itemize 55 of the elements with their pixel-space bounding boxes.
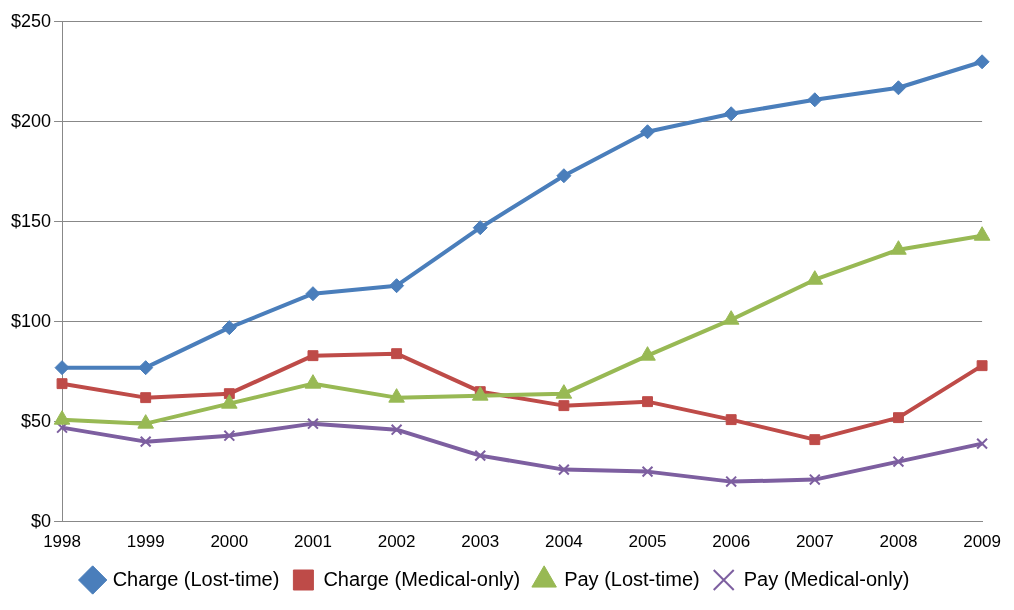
x-tick-label: 1999: [126, 532, 165, 552]
x-tick-label: 2001: [294, 532, 332, 552]
point: [221, 320, 237, 336]
x-tick-label: 2009: [963, 532, 1001, 552]
point: [640, 124, 656, 140]
y-tick-label: $250: [11, 10, 52, 31]
point: [725, 475, 738, 488]
point: [557, 463, 570, 476]
point: [893, 412, 904, 424]
legend-label: Charge (Medical-only): [323, 567, 521, 590]
point: [389, 278, 405, 294]
x-tick-label: 2003: [461, 532, 500, 552]
point: [974, 54, 990, 70]
point: [556, 168, 572, 184]
legend-label: Charge (Lost-time): [112, 567, 280, 590]
point: [890, 80, 906, 96]
x-tick-label: 1998: [43, 532, 81, 552]
x-tick-label: 2000: [210, 532, 249, 552]
point: [807, 92, 823, 108]
point: [809, 434, 821, 446]
legend-label: Pay (Lost-time): [564, 567, 700, 590]
point: [307, 417, 319, 430]
point: [223, 429, 236, 442]
point: [808, 473, 821, 486]
y-tick-label: $100: [11, 310, 52, 331]
y-tick-label: $0: [31, 510, 52, 531]
point: [976, 360, 988, 372]
point: [641, 465, 654, 478]
y-tick-label: $200: [11, 110, 52, 131]
point: [892, 455, 905, 468]
point: [725, 414, 737, 426]
x-tick-label: 2004: [544, 532, 583, 552]
point: [474, 449, 487, 462]
point: [56, 378, 68, 390]
point: [138, 360, 154, 376]
point: [54, 360, 70, 376]
x-tick-label: 2005: [628, 532, 667, 552]
x-tick-label: 2006: [712, 532, 751, 552]
point: [139, 435, 152, 448]
point: [140, 392, 152, 404]
y-tick-label: $150: [11, 210, 52, 231]
x-tick-label: 2007: [795, 532, 834, 552]
point: [307, 350, 319, 362]
y-tick-label: $50: [21, 410, 52, 431]
x-tick-label: 2002: [377, 532, 416, 552]
point: [472, 220, 488, 236]
legend-label: Pay (Medical-only): [743, 567, 910, 590]
point: [305, 286, 321, 302]
point: [976, 437, 989, 450]
point: [723, 106, 739, 122]
point: [642, 396, 653, 408]
x-tick-label: 2008: [879, 532, 918, 552]
point: [558, 400, 570, 412]
point: [390, 423, 403, 436]
point: [391, 348, 403, 360]
